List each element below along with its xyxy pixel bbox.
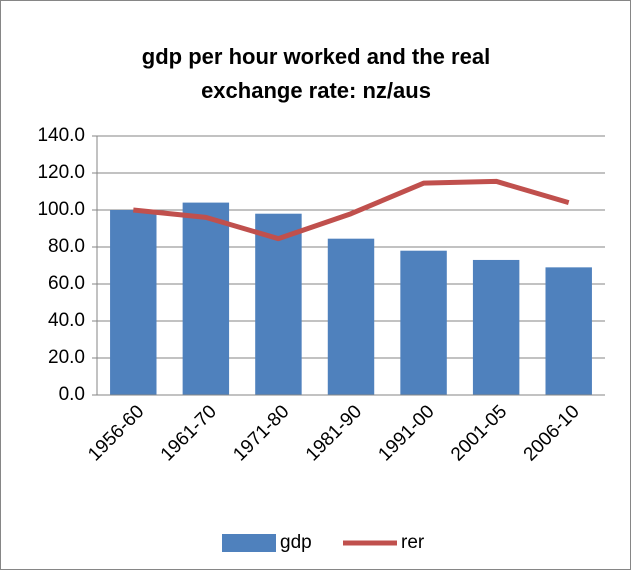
y-tick-label: 140.0 [37,125,85,146]
legend-label: gdp [280,532,312,553]
bar [182,202,230,395]
bar [545,267,592,395]
bar [400,250,447,395]
bar [110,210,157,395]
legend-swatch [222,534,276,552]
y-tick-label: 100.0 [37,199,85,220]
y-tick-label: 60.0 [48,273,85,294]
bar [327,238,375,395]
y-tick-label: 120.0 [37,162,85,183]
y-tick-label: 20.0 [48,347,85,368]
bar [255,213,302,395]
chart-title: gdp per hour worked and the real exchang… [141,44,491,103]
y-tick-label: 0.0 [59,384,85,405]
line [133,178,570,242]
legend-label: rer [401,532,425,553]
y-tick-label: 40.0 [48,310,85,331]
y-tick-label: 80.0 [48,236,85,257]
bar [472,259,520,395]
